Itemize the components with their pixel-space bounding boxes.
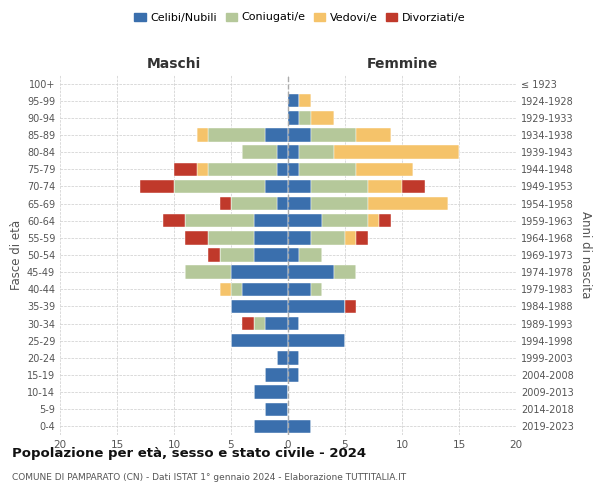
Bar bbox=[299, 111, 311, 124]
Bar bbox=[288, 94, 299, 108]
Bar bbox=[174, 162, 197, 176]
Bar bbox=[288, 128, 311, 141]
Legend: Celibi/Nubili, Coniugati/e, Vedovi/e, Divorziati/e: Celibi/Nubili, Coniugati/e, Vedovi/e, Di… bbox=[130, 8, 470, 27]
Bar bbox=[277, 197, 288, 210]
Bar bbox=[220, 282, 231, 296]
Bar bbox=[288, 146, 299, 159]
Bar bbox=[334, 266, 356, 279]
Bar bbox=[265, 402, 288, 416]
Bar bbox=[299, 94, 311, 108]
Bar bbox=[288, 180, 311, 193]
Bar bbox=[311, 197, 368, 210]
Bar bbox=[231, 334, 288, 347]
Bar bbox=[208, 128, 265, 141]
Bar bbox=[185, 231, 208, 244]
Bar bbox=[288, 197, 311, 210]
Bar bbox=[368, 214, 379, 228]
Bar bbox=[402, 180, 425, 193]
Bar bbox=[288, 214, 322, 228]
Bar bbox=[345, 300, 356, 313]
Bar bbox=[288, 351, 299, 364]
Bar bbox=[288, 162, 299, 176]
Bar bbox=[197, 162, 208, 176]
Bar bbox=[288, 300, 345, 313]
Bar bbox=[174, 180, 265, 193]
Bar bbox=[220, 248, 254, 262]
Bar bbox=[208, 231, 254, 244]
Bar bbox=[163, 214, 185, 228]
Bar bbox=[368, 197, 448, 210]
Bar bbox=[254, 386, 288, 399]
Bar bbox=[265, 180, 288, 193]
Bar bbox=[242, 146, 277, 159]
Bar bbox=[231, 300, 288, 313]
Bar bbox=[345, 231, 356, 244]
Bar bbox=[288, 111, 299, 124]
Bar bbox=[299, 248, 322, 262]
Bar bbox=[299, 146, 334, 159]
Bar bbox=[288, 266, 334, 279]
Bar bbox=[197, 128, 208, 141]
Bar bbox=[356, 231, 368, 244]
Bar bbox=[288, 334, 345, 347]
Text: COMUNE DI PAMPARATO (CN) - Dati ISTAT 1° gennaio 2024 - Elaborazione TUTTITALIA.: COMUNE DI PAMPARATO (CN) - Dati ISTAT 1°… bbox=[12, 472, 406, 482]
Bar bbox=[254, 248, 288, 262]
Bar bbox=[231, 266, 288, 279]
Bar bbox=[231, 282, 242, 296]
Bar bbox=[254, 420, 288, 433]
Bar bbox=[334, 146, 459, 159]
Bar bbox=[288, 317, 299, 330]
Bar bbox=[288, 368, 299, 382]
Text: Popolazione per età, sesso e stato civile - 2024: Popolazione per età, sesso e stato civil… bbox=[12, 448, 366, 460]
Bar bbox=[242, 317, 254, 330]
Bar bbox=[265, 317, 288, 330]
Bar bbox=[299, 162, 356, 176]
Bar bbox=[288, 282, 311, 296]
Bar bbox=[288, 420, 311, 433]
Bar bbox=[311, 282, 322, 296]
Bar bbox=[277, 162, 288, 176]
Bar bbox=[185, 266, 231, 279]
Bar bbox=[265, 128, 288, 141]
Bar bbox=[254, 231, 288, 244]
Text: Femmine: Femmine bbox=[367, 58, 437, 71]
Bar bbox=[322, 214, 368, 228]
Bar bbox=[311, 231, 345, 244]
Bar bbox=[254, 214, 288, 228]
Y-axis label: Fasce di età: Fasce di età bbox=[10, 220, 23, 290]
Bar bbox=[208, 162, 277, 176]
Bar bbox=[185, 214, 254, 228]
Bar bbox=[254, 317, 265, 330]
Bar bbox=[265, 368, 288, 382]
Bar bbox=[356, 162, 413, 176]
Bar bbox=[311, 180, 368, 193]
Bar bbox=[277, 146, 288, 159]
Bar bbox=[311, 111, 334, 124]
Bar bbox=[140, 180, 174, 193]
Bar bbox=[311, 128, 356, 141]
Bar bbox=[288, 231, 311, 244]
Bar bbox=[277, 351, 288, 364]
Bar bbox=[242, 282, 288, 296]
Text: Maschi: Maschi bbox=[147, 58, 201, 71]
Bar bbox=[379, 214, 391, 228]
Bar bbox=[288, 248, 299, 262]
Bar bbox=[356, 128, 391, 141]
Bar bbox=[231, 197, 277, 210]
Y-axis label: Anni di nascita: Anni di nascita bbox=[579, 212, 592, 298]
Bar bbox=[220, 197, 231, 210]
Bar bbox=[368, 180, 402, 193]
Bar bbox=[208, 248, 220, 262]
